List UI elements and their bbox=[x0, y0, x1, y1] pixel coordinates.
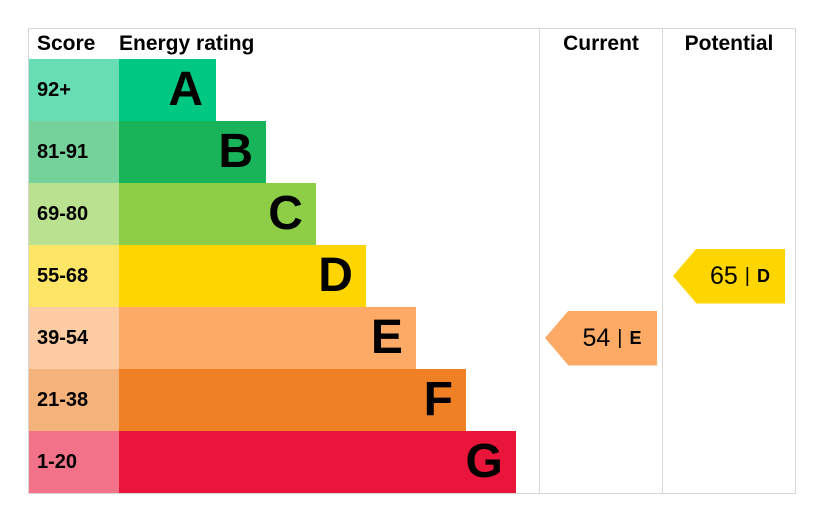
potential-rating-arrow: 65 | D bbox=[673, 248, 785, 304]
epc-table: Score Energy rating Current Potential 92… bbox=[28, 28, 796, 494]
score-range-c: 69-80 bbox=[29, 183, 119, 245]
header-row: Score Energy rating Current Potential bbox=[29, 29, 795, 59]
energy-rating-column-header: Energy rating bbox=[119, 32, 255, 55]
current-cell bbox=[539, 121, 662, 183]
current-column-header: Current bbox=[539, 29, 662, 59]
rating-bar-area: E bbox=[119, 307, 539, 369]
current-score-value: 54 bbox=[582, 323, 611, 352]
potential-cell bbox=[662, 121, 795, 183]
band-row-f: 21-38 F bbox=[29, 369, 795, 431]
rating-bar-f: F bbox=[119, 369, 466, 431]
current-cell bbox=[539, 245, 662, 307]
current-rating-letter: E bbox=[629, 327, 642, 348]
score-range-a: 92+ bbox=[29, 59, 119, 121]
band-letter-f: F bbox=[423, 373, 453, 426]
current-cell bbox=[539, 369, 662, 431]
rating-bar-d: D bbox=[119, 245, 366, 307]
current-cell: 54 | E bbox=[539, 307, 662, 369]
rating-bar-area: B bbox=[119, 121, 539, 183]
band-letter-a: A bbox=[168, 63, 204, 116]
rating-bar-b: B bbox=[119, 121, 266, 183]
current-cell bbox=[539, 431, 662, 493]
score-range-b: 81-91 bbox=[29, 121, 119, 183]
arrow-divider: | bbox=[617, 326, 623, 349]
band-row-b: 81-91 B bbox=[29, 121, 795, 183]
rating-bar-area: F bbox=[119, 369, 539, 431]
band-letter-g: G bbox=[465, 435, 503, 488]
band-letter-c: C bbox=[268, 187, 303, 240]
band-row-c: 69-80 C bbox=[29, 183, 795, 245]
band-row-a: 92+ A bbox=[29, 59, 795, 121]
potential-cell bbox=[662, 59, 795, 121]
band-row-g: 1-20 G bbox=[29, 431, 795, 493]
arrow-divider: | bbox=[744, 264, 750, 287]
current-cell bbox=[539, 59, 662, 121]
current-cell bbox=[539, 183, 662, 245]
score-range-d: 55-68 bbox=[29, 245, 119, 307]
current-rating-arrow: 54 | E bbox=[545, 310, 657, 366]
potential-cell bbox=[662, 369, 795, 431]
band-letter-e: E bbox=[370, 311, 403, 364]
potential-score-value: 65 bbox=[709, 261, 738, 290]
potential-cell: 65 | D bbox=[662, 245, 795, 307]
rating-bar-area: A bbox=[119, 59, 539, 121]
band-row-e: 39-54 E 54 | E bbox=[29, 307, 795, 369]
rating-bar-area: G bbox=[119, 431, 539, 493]
potential-rating-letter: D bbox=[757, 265, 770, 286]
band-row-d: 55-68 D 65 | D bbox=[29, 245, 795, 307]
rating-bar-c: C bbox=[119, 183, 316, 245]
potential-cell bbox=[662, 431, 795, 493]
band-letter-d: D bbox=[318, 249, 353, 302]
band-letter-b: B bbox=[218, 125, 253, 178]
score-column-header: Score bbox=[37, 32, 96, 55]
potential-cell bbox=[662, 307, 795, 369]
potential-column-header: Potential bbox=[662, 29, 795, 59]
score-range-g: 1-20 bbox=[29, 431, 119, 493]
potential-cell bbox=[662, 183, 795, 245]
rating-bar-area: D bbox=[119, 245, 539, 307]
rating-bar-e: E bbox=[119, 307, 416, 369]
rating-bar-a: A bbox=[119, 59, 217, 121]
score-range-f: 21-38 bbox=[29, 369, 119, 431]
score-range-e: 39-54 bbox=[29, 307, 119, 369]
rating-bar-area: C bbox=[119, 183, 539, 245]
rating-bar-g: G bbox=[119, 431, 516, 493]
